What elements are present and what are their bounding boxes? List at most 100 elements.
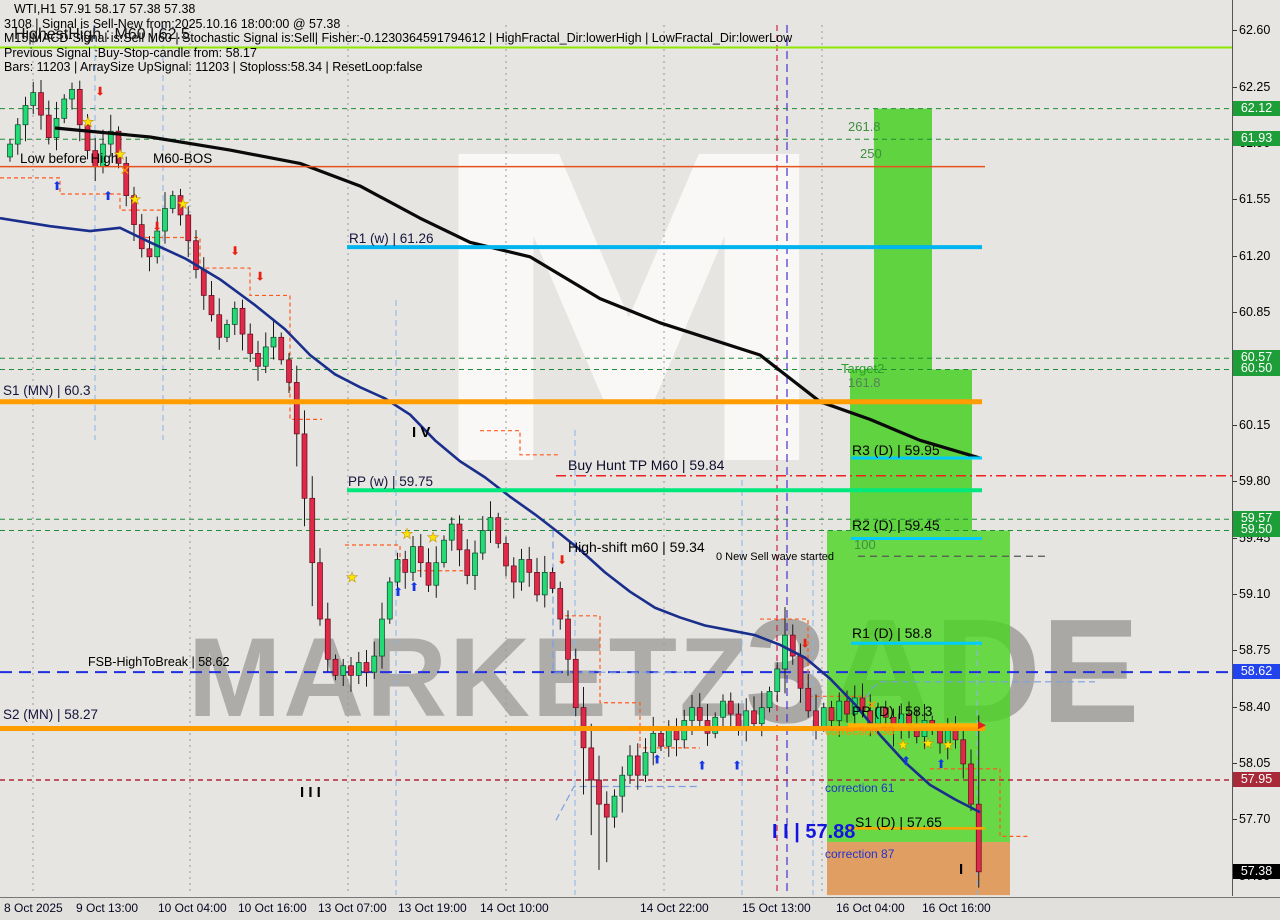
s2-monthly-label: S2 (MN) | 58.27	[3, 707, 98, 722]
candle-body	[975, 803, 982, 873]
target-zone-upper	[874, 108, 932, 370]
candle-body	[751, 710, 757, 725]
bars-info-line: Bars: 11203 | ArraySize UpSignal: 11203 …	[4, 60, 423, 74]
candle-body	[394, 559, 401, 583]
candle-body	[309, 497, 316, 564]
candle-body	[402, 559, 409, 573]
candle-body	[84, 124, 91, 151]
candle-body	[588, 747, 595, 781]
candle-body	[177, 195, 184, 216]
buy-arrow-icon: ⬆	[103, 189, 113, 203]
time-tick-label: 15 Oct 13:00	[742, 901, 811, 915]
candle-body	[619, 774, 626, 797]
r3-daily-label: R3 (D) | 59.95	[852, 442, 940, 458]
candle-body	[169, 195, 176, 209]
price-tick-label: 59.80	[1232, 474, 1271, 489]
chart-area[interactable]: MMARKETZ3ADE★★★★★★★★★★✕✕⬆⬆⬆⬆⬆⬆⬆⬆⬆⬇⬇⬇⬇⬇⬇L…	[0, 0, 1233, 896]
price-level-badge: 62.12	[1233, 100, 1280, 116]
candle-body	[487, 517, 494, 531]
trail-stop	[145, 236, 322, 420]
sell-arrow-icon: ⬇	[95, 84, 105, 98]
fsb-label: FSB-HighToBreak | 58.62	[88, 655, 230, 669]
fib-161-label: 161.8	[848, 375, 881, 390]
candle-body	[479, 530, 486, 554]
sell-arrow-icon: ⬇	[230, 244, 240, 258]
candle-body	[712, 716, 719, 734]
sell-arrow-icon: ⬇	[255, 270, 265, 284]
chart-info-panel: WTI,H1 57.91 58.17 57.38 57.38 3108 | Si…	[0, 2, 900, 75]
candle-body	[611, 795, 618, 818]
correction-38-arrowhead	[978, 721, 986, 730]
sell-arrow-icon: ⬇	[152, 220, 162, 234]
trail-stop	[565, 615, 700, 749]
star-marker: ★	[897, 737, 910, 753]
r1-daily-label: R1 (D) | 58.8	[852, 625, 932, 641]
correction-61-label: correction 61	[825, 781, 895, 795]
star-marker: ★	[346, 569, 359, 585]
candle-body	[789, 634, 796, 657]
chart-canvas[interactable]: MMARKETZ3ADE★★★★★★★★★★✕✕⬆⬆⬆⬆⬆⬆⬆⬆⬆⬇⬇⬇⬇⬇⬇L…	[0, 0, 1232, 896]
price-tick-label: 58.75	[1232, 643, 1271, 658]
candle-body	[472, 552, 478, 576]
buy-hunt-label: Buy Hunt TP M60 | 59.84	[568, 457, 725, 473]
candle-body	[634, 755, 641, 776]
price-tick-label: 58.05	[1232, 755, 1271, 770]
candle-body	[727, 700, 734, 715]
candle-body	[340, 665, 347, 676]
candle-body	[286, 359, 292, 383]
price-tick-label: 57.70	[1232, 812, 1271, 827]
correction-38-label: correction 38	[825, 724, 895, 738]
candle-body	[69, 88, 75, 100]
time-tick-label: 13 Oct 19:00	[398, 901, 467, 915]
candle-body	[255, 353, 261, 367]
previous-signal-line: Previous Signal :Buy-Stop-candle from: 5…	[4, 45, 257, 60]
candle-body	[448, 523, 455, 541]
sell-wave-zone	[827, 530, 1010, 843]
price-axis[interactable]: 62.6062.2561.9061.5561.2060.8560.5060.15…	[1232, 0, 1280, 896]
fractal-channel	[555, 785, 700, 821]
candle-body	[735, 713, 742, 728]
candle-body	[565, 618, 571, 660]
candle-body	[503, 543, 509, 567]
candle-body	[332, 658, 339, 676]
buy-arrow-icon: ⬆	[409, 580, 419, 594]
candle-body	[76, 88, 83, 126]
candle-body	[696, 707, 703, 721]
candle-body	[355, 662, 362, 676]
candle-body	[270, 336, 277, 348]
candle-body	[658, 732, 664, 747]
r1-weekly-label: R1 (w) | 61.26	[349, 231, 434, 246]
candle-body	[549, 571, 556, 589]
candle-body	[541, 571, 548, 596]
buy-arrow-icon: ⬆	[901, 754, 911, 768]
candle-body	[743, 710, 750, 728]
time-tick-label: 14 Oct 10:00	[480, 901, 549, 915]
pp-daily-label: PP (D) | 58.3	[852, 703, 933, 719]
symbol-ohlc-line: WTI,H1 57.91 58.17 57.38 57.38	[14, 2, 196, 16]
candle-body	[960, 739, 967, 765]
price-level-badge: 59.57	[1233, 511, 1280, 527]
candle-body	[650, 732, 657, 754]
candle-body	[301, 433, 308, 499]
fib-261-label: 261.8	[848, 119, 881, 134]
time-tick-label: 10 Oct 16:00	[238, 901, 307, 915]
star-marker: ★	[427, 529, 440, 545]
candle-body	[131, 195, 137, 225]
candle-body	[38, 92, 44, 116]
candle-body	[278, 336, 285, 361]
candle-body	[123, 163, 130, 196]
ma-navy	[0, 216, 981, 814]
buy-arrow-icon: ⬆	[697, 759, 707, 773]
candle-body	[518, 559, 525, 583]
i-wave-label: I	[959, 861, 963, 878]
time-tick-label: 16 Oct 04:00	[836, 901, 905, 915]
mtf-signal-text: M15|MACD-Signal is:Sell M60 | Stochastic…	[4, 31, 793, 45]
candle-body	[371, 655, 378, 673]
time-tick-label: 16 Oct 16:00	[922, 901, 991, 915]
price-tick-label: 61.20	[1232, 248, 1271, 263]
candle-body	[417, 546, 424, 564]
time-axis[interactable]: 8 Oct 2025 9 Oct 13:00 10 Oct 04:00 10 Oct …	[0, 897, 1280, 920]
candle-body	[425, 562, 432, 586]
time-tick-label: 13 Oct 07:00	[318, 901, 387, 915]
